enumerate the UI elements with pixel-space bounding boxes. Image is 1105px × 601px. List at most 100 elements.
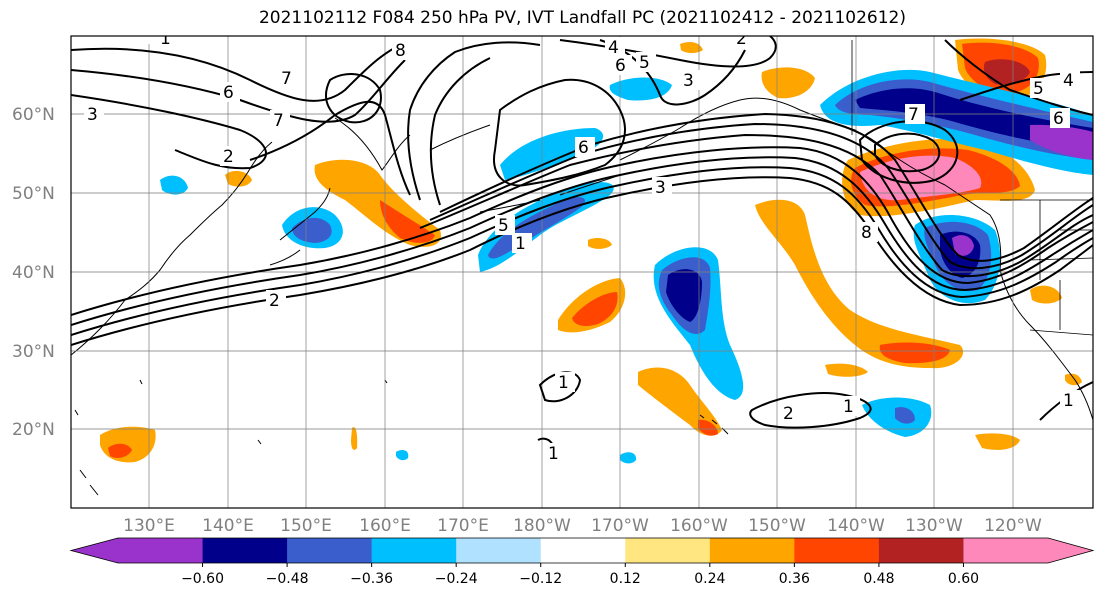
map-title: 2021102112 F084 250 hPa PV, IVT Landfall… — [258, 8, 906, 28]
positive-anomaly-small-7 — [1065, 373, 1082, 386]
negative-anomaly-pacific-northwest-peak — [952, 235, 974, 256]
positive-anomaly-small-4 — [225, 170, 252, 187]
positive-anomaly-small-8 — [351, 427, 358, 450]
contour-label: 8 — [861, 223, 872, 243]
contour-labels: 3 7 6 8 7 4 5 3 6 6 3 1 2 2 5 8 7 5 4 6 … — [84, 29, 1080, 464]
colorbar: −0.60 −0.48 −0.36 −0.24 −0.12 0.12 0.24 0.36 0.4… — [69, 537, 1095, 587]
positive-anomaly-southwest-core — [108, 443, 132, 458]
pv-contour-subtropical-2 — [749, 392, 872, 429]
lat-label-50n: 50°N — [12, 184, 55, 204]
colorbar-tick-label: 0.24 — [694, 571, 725, 587]
colorbar-swatch — [963, 538, 1049, 563]
contour-label: 3 — [655, 178, 666, 198]
lon-label: 170°E — [437, 516, 489, 536]
colorbar-tick-label: 0.60 — [948, 571, 979, 587]
colorbar-tick-label: 0.36 — [779, 571, 810, 587]
colorbar-swatch — [878, 538, 964, 563]
lat-label-20n: 20°N — [12, 420, 55, 440]
colorbar-outline — [69, 537, 1095, 564]
colorbar-swatch — [794, 538, 880, 563]
negative-anomaly-alaska-band-peak — [1030, 124, 1093, 160]
pv-contour-north-6 — [429, 57, 491, 206]
contour-label: 4 — [608, 38, 619, 58]
contour-label: 1 — [160, 29, 171, 49]
lon-label: 170°W — [591, 516, 649, 536]
negative-anomaly-central-pacific-core — [666, 269, 702, 322]
coastline-islands — [74, 379, 388, 496]
colorbar-tick-label: −0.36 — [350, 571, 393, 587]
pv-contour-5 — [71, 146, 1093, 316]
colorbar-tick-label: 0.12 — [610, 571, 641, 587]
lon-label: 160°W — [670, 516, 728, 536]
contour-label: 3 — [87, 105, 98, 125]
colorbar-swatch — [456, 538, 542, 563]
contour-label: 2 — [269, 291, 280, 311]
positive-anomaly-small-2 — [975, 433, 1020, 450]
contour-label: 7 — [281, 69, 292, 89]
contour-label: 1 — [558, 373, 569, 393]
pv-contour-north-5 — [407, 41, 541, 201]
pv-contour-4 — [71, 156, 1093, 326]
contour-label: 8 — [395, 41, 406, 61]
pv-contour-north-3 — [71, 94, 267, 170]
negative-anomaly-japan-inner — [292, 217, 332, 243]
contour-label: 3 — [683, 71, 694, 91]
contour-label: 1 — [843, 397, 854, 417]
pv-contour-north-9 — [599, 39, 746, 106]
positive-anomaly-arc — [755, 199, 964, 369]
lat-label-30n: 30°N — [12, 342, 55, 362]
positive-anomaly-small-1 — [825, 363, 868, 377]
border-us-mexico — [1029, 329, 1093, 336]
colorbar-swatch — [371, 538, 457, 563]
colorbar-tick-label: −0.48 — [266, 571, 309, 587]
colorbar-tick-label: −0.60 — [181, 571, 224, 587]
borders — [851, 40, 1093, 336]
contour-label: 6 — [223, 83, 234, 103]
colorbar-swatch — [118, 538, 204, 563]
map-frame — [70, 35, 1094, 509]
colorbar-swatch — [287, 538, 373, 563]
positive-anomaly-alaska-coast — [761, 67, 815, 99]
latitude-labels: 60°N 50°N 40°N 30°N 20°N — [12, 105, 55, 440]
positive-anomaly-arc-core — [879, 342, 950, 364]
contour-label: 1 — [1063, 391, 1074, 411]
pv-contour-north-7 — [493, 78, 626, 187]
positive-anomaly-central-north-core — [572, 292, 618, 326]
colorbar-swatch — [202, 538, 288, 563]
positive-anomaly-small-5 — [588, 237, 612, 249]
negative-anomaly-subtropics-core — [895, 407, 915, 424]
contour-label: 1 — [515, 234, 526, 254]
positive-anomaly-jet-entrance-core — [380, 200, 435, 243]
contour-label: 7 — [273, 111, 284, 131]
coastline-japan — [269, 187, 331, 266]
pv-contour-3 — [71, 166, 1093, 336]
pv-contour-north-4 — [249, 100, 411, 196]
pv-contour-north-12 — [325, 73, 382, 124]
colorbar-tick-label: −0.12 — [519, 571, 562, 587]
pv-contour-6 — [419, 133, 1093, 278]
colorbar-tick-label: 0.48 — [863, 571, 894, 587]
contour-label: 2 — [223, 147, 234, 167]
negative-anomaly-small-3 — [396, 450, 409, 461]
contour-label: 2 — [736, 29, 747, 49]
contour-label: 6 — [615, 56, 626, 76]
contour-label: 6 — [578, 138, 589, 158]
contour-label: 5 — [498, 216, 509, 236]
lon-label: 150°E — [280, 516, 332, 536]
coastline-kamchatka — [334, 117, 411, 171]
positive-anomaly-small-6 — [680, 42, 703, 53]
pv-contour-subtropical-1 — [538, 371, 582, 403]
lon-label: 120°W — [984, 516, 1042, 536]
negative-anomaly-far-north — [609, 77, 672, 101]
lon-label: 150°W — [748, 516, 806, 536]
lat-label-60n: 60°N — [12, 105, 55, 125]
lon-label: 130°W — [905, 516, 963, 536]
coastline-bering — [429, 99, 741, 161]
lat-label-40n: 40°N — [12, 263, 55, 283]
lon-label: 160°E — [359, 516, 411, 536]
positive-anomaly-subtropical-band-core — [698, 419, 718, 436]
negative-anomaly-small-1 — [160, 175, 188, 195]
lon-label: 130°E — [123, 516, 175, 536]
contour-label: 7 — [908, 105, 919, 125]
lon-label: 140°E — [202, 516, 254, 536]
